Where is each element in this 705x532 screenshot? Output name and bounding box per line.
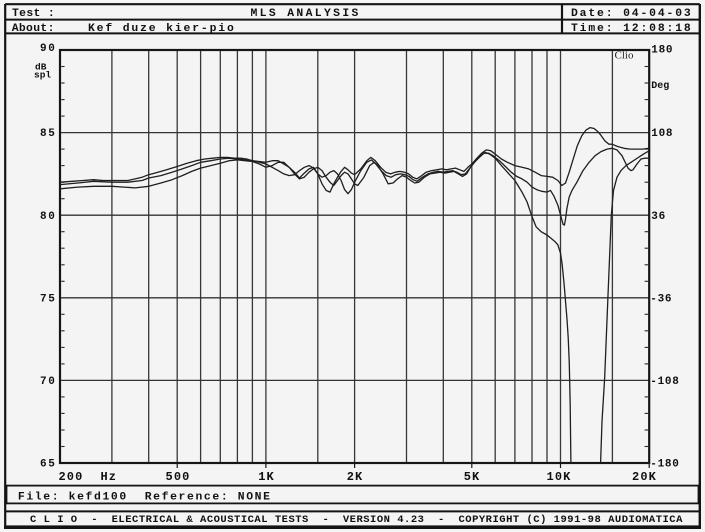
svg-text:36: 36 — [651, 211, 666, 223]
svg-text:Date: 04-04-03: Date: 04-04-03 — [571, 8, 693, 20]
svg-text:65: 65 — [40, 459, 56, 471]
svg-text:-108: -108 — [650, 376, 679, 388]
svg-text:70: 70 — [40, 376, 56, 388]
svg-text:File: kefd100 Reference: NONE: File: kefd100 Reference: NONE — [18, 492, 272, 504]
svg-text:Test :: Test : — [12, 8, 55, 20]
svg-text:85: 85 — [40, 128, 56, 140]
svg-text:-36: -36 — [650, 293, 672, 305]
svg-text:200: 200 — [59, 470, 84, 484]
svg-text:C L I O - ELECTRICAL & ACOUS: C L I O - ELECTRICAL & ACOUSTICAL TESTS … — [30, 514, 683, 526]
svg-text:20K: 20K — [632, 470, 657, 484]
svg-text:108: 108 — [651, 128, 673, 140]
svg-text:75: 75 — [40, 293, 56, 305]
svg-text:dB: dB — [35, 62, 47, 73]
svg-text:10K: 10K — [547, 470, 572, 484]
svg-text:Clio: Clio — [615, 49, 634, 61]
svg-text:Time: 12:08:18: Time: 12:08:18 — [571, 23, 693, 35]
svg-text:1K: 1K — [258, 470, 275, 484]
svg-text:5K: 5K — [464, 470, 481, 484]
svg-text:spl: spl — [34, 70, 51, 81]
svg-text:80: 80 — [40, 211, 56, 223]
svg-text:Hz: Hz — [101, 470, 118, 484]
svg-text:500: 500 — [166, 470, 191, 484]
svg-text:180: 180 — [651, 44, 673, 56]
svg-text:MLS ANALYSIS: MLS ANALYSIS — [251, 8, 361, 20]
svg-text:2K: 2K — [347, 470, 364, 484]
svg-text:Deg: Deg — [651, 81, 669, 92]
svg-text:Kef duze kier-pio: Kef duze kier-pio — [88, 23, 236, 35]
svg-text:About:: About: — [12, 23, 55, 35]
svg-text:-180: -180 — [650, 459, 679, 471]
svg-text:90: 90 — [40, 43, 56, 55]
